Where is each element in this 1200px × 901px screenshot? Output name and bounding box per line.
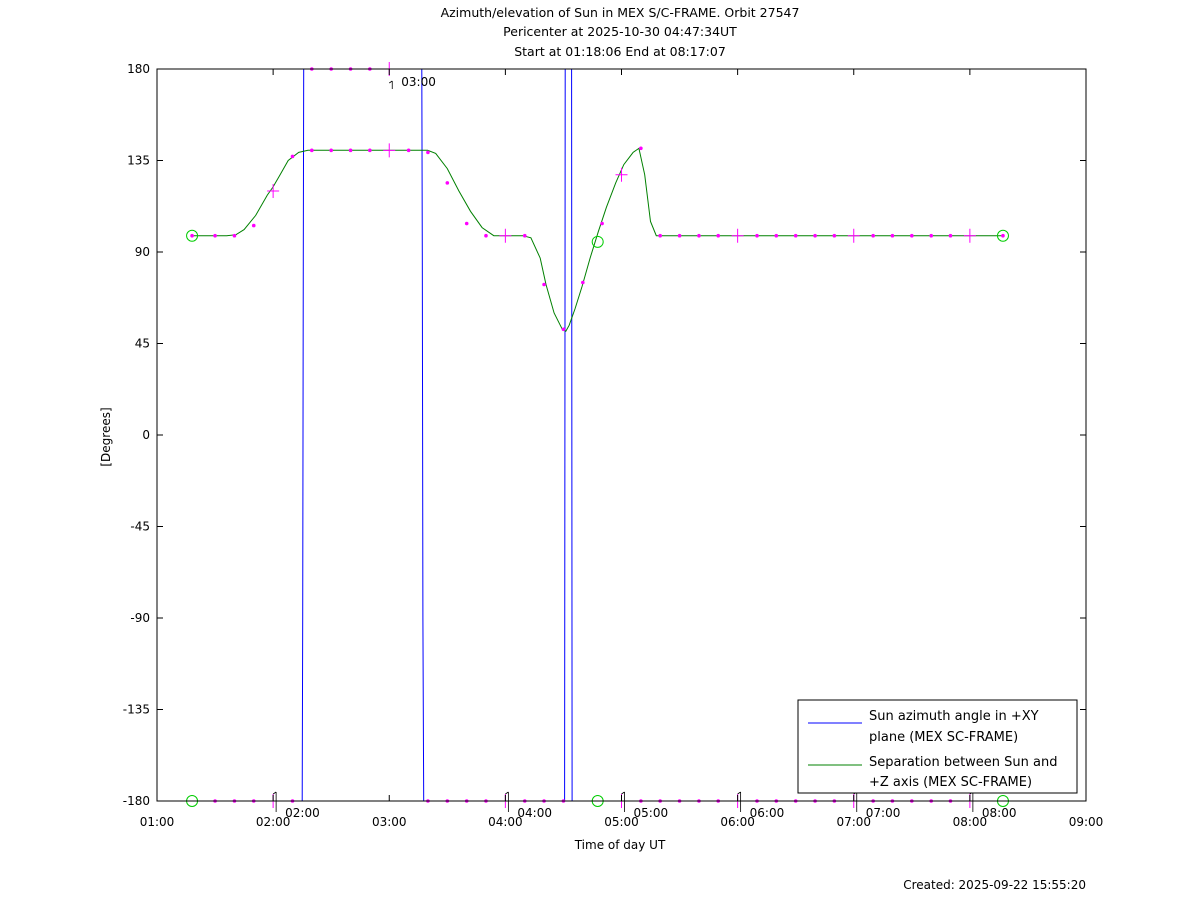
data-point-marker (658, 233, 662, 238)
time-annotation-label: 04:00 (517, 806, 552, 820)
data-point-marker (190, 233, 194, 238)
y-tick-label: -90 (130, 611, 150, 625)
data-point-marker (522, 233, 527, 238)
series-line-azimuth (192, 68, 1003, 802)
x-tick-label: 01:00 (140, 815, 175, 829)
data-point-marker (910, 233, 914, 238)
legend-label-azimuth-line-1: Sun azimuth angle in +XY (869, 709, 1039, 724)
x-tick-label: 05:00 (604, 815, 639, 829)
y-tick-label: -135 (123, 703, 150, 717)
data-point-marker (871, 233, 875, 238)
x-axis-label: Time of day UT (574, 838, 666, 852)
data-point-marker (329, 148, 333, 153)
data-point-marker (755, 233, 759, 238)
data-point-marker (581, 280, 585, 285)
y-tick-label: -45 (130, 520, 150, 534)
data-point-marker (232, 233, 237, 238)
time-annotation-label: 08:00 (982, 806, 1017, 820)
y-tick-label: 0 (142, 428, 150, 442)
circle-marker (186, 229, 199, 242)
x-tick-label: 03:00 (372, 815, 407, 829)
y-tick-label: 135 (127, 154, 150, 168)
x-tick-label: 07:00 (836, 815, 871, 829)
annotation-pointer (505, 791, 509, 812)
data-point-marker (1001, 233, 1005, 238)
data-point-marker (774, 233, 779, 238)
legend-label-separation-line-2: +Z axis (MEX SC-FRAME) (869, 775, 1032, 790)
hour-marker (383, 143, 396, 158)
legend-box (797, 699, 1078, 794)
annotation-pointer (389, 80, 393, 89)
x-tick-label: 02:00 (256, 815, 291, 829)
chart-title-line-2: Pericenter at 2025-10-30 04:47:34UT (503, 24, 737, 39)
y-tick-label: -180 (123, 794, 150, 808)
data-point-marker (716, 233, 721, 238)
data-point-marker (213, 233, 217, 238)
data-point-marker (290, 154, 295, 159)
legend: Sun azimuth angle in +XY plane (MEX SC-F… (797, 699, 1078, 794)
hour-marker (615, 167, 628, 182)
time-annotation-label: 03:00 (401, 75, 436, 89)
axes-layer: 01:00 02:00 03:00 04:00 05:00 06:00 07:00 08:00… (123, 62, 1104, 829)
time-annotation-label: 05:00 (634, 806, 669, 820)
series-layer (192, 68, 1003, 802)
x-tick-label: 04:00 (488, 815, 523, 829)
annotation-pointer (737, 791, 742, 812)
data-point-marker (445, 181, 450, 185)
data-point-marker (832, 233, 837, 238)
circle-marker (996, 229, 1009, 242)
annotation-pointer (621, 791, 625, 812)
hour-marker (499, 228, 512, 243)
hour-marker (963, 228, 976, 243)
y-tick-label: 45 (135, 337, 150, 351)
data-point-marker (929, 233, 934, 238)
legend-label-separation-line-1: Separation between Sun and (869, 755, 1057, 770)
data-point-marker (697, 233, 701, 238)
data-point-marker (348, 148, 353, 153)
data-point-marker (813, 233, 817, 238)
x-tick-label: 08:00 (953, 815, 988, 829)
y-axis-label: [Degrees] (99, 407, 113, 466)
x-tick-label: 06:00 (720, 815, 755, 829)
created-timestamp: Created: 2025-09-22 15:55:20 (903, 878, 1086, 892)
legend-label-azimuth-line-2: plane (MEX SC-FRAME) (869, 730, 1018, 745)
data-point-marker (484, 233, 488, 238)
x-tick-label: 09:00 (1069, 815, 1104, 829)
y-tick-label: 90 (135, 245, 150, 259)
chart-title-line-3: Start at 01:18:06 End at 08:17:07 (514, 44, 726, 59)
data-point-marker (464, 221, 469, 226)
y-tick-label: 180 (127, 62, 150, 76)
hour-marker (847, 228, 860, 243)
data-point-marker (677, 233, 682, 238)
chart-title-line-1: Azimuth/elevation of Sun in MEX S/C-FRAM… (441, 5, 800, 20)
circle-marker (591, 235, 604, 248)
data-point-marker (639, 146, 643, 151)
data-point-marker (368, 148, 372, 153)
data-point-marker (600, 221, 604, 226)
data-point-marker (890, 233, 895, 238)
data-point-marker (793, 233, 798, 238)
data-point-marker (948, 233, 953, 238)
data-point-marker (426, 150, 430, 155)
data-point-marker (309, 148, 314, 153)
time-annotation-label: 07:00 (866, 806, 901, 820)
data-point-marker (561, 327, 566, 332)
hour-marker (731, 228, 744, 243)
data-point-marker (251, 223, 256, 228)
data-point-marker (406, 148, 411, 153)
hour-marker (267, 184, 280, 198)
time-annotation-label: 02:00 (285, 806, 320, 820)
time-annotation-label: 06:00 (750, 806, 785, 820)
annotation-pointer (272, 791, 277, 812)
data-point-marker (542, 282, 546, 287)
series-line-separation (192, 147, 1003, 332)
